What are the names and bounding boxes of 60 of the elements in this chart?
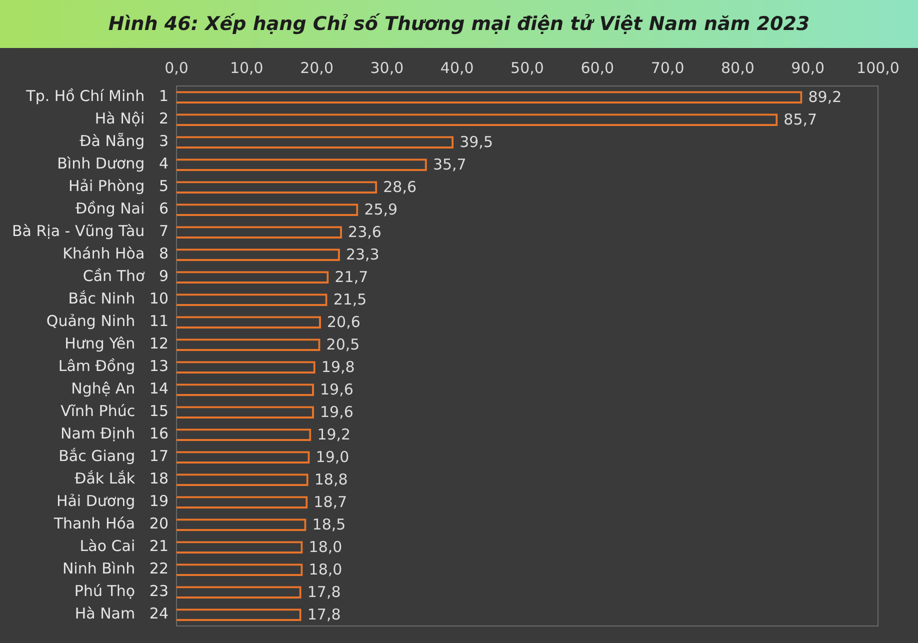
data-label: 18,0 xyxy=(308,560,342,579)
data-label: 35,7 xyxy=(432,156,466,174)
y-tick-label: Bắc Giang 17 xyxy=(58,447,169,466)
y-tick-label: Đắk Lắk 18 xyxy=(74,470,169,488)
data-label: 18,0 xyxy=(308,538,342,556)
data-label: 19,6 xyxy=(320,403,354,422)
x-tick-label: 0,0 xyxy=(164,58,188,77)
y-tick-label: Bà Rịa - Vũng Tàu 7 xyxy=(12,222,169,240)
y-tick-label: Đồng Nai 6 xyxy=(75,200,169,218)
x-tick-label: 80,0 xyxy=(721,58,754,77)
x-tick-label: 20,0 xyxy=(300,58,334,77)
x-tick-label: 40,0 xyxy=(440,58,474,77)
data-label: 19,8 xyxy=(321,358,355,376)
x-tick-label: 50,0 xyxy=(510,58,544,77)
data-label: 19,0 xyxy=(316,448,350,466)
data-label: 18,5 xyxy=(312,516,346,534)
x-tick-label: 100,0 xyxy=(856,58,900,77)
x-tick-label: 60,0 xyxy=(580,58,614,77)
data-label: 89,2 xyxy=(808,88,842,106)
data-label: 20,6 xyxy=(327,313,360,332)
y-tick-label: Tp. Hồ Chí Minh 1 xyxy=(25,87,169,106)
data-label: 23,3 xyxy=(346,246,380,264)
y-tick-label: Hải Dương 19 xyxy=(56,492,169,510)
x-tick-label: 10,0 xyxy=(230,58,264,77)
y-tick-label: Phú Thọ 23 xyxy=(74,582,169,600)
data-label: 25,9 xyxy=(364,200,398,219)
y-tick-label: Ninh Bình 22 xyxy=(62,560,169,578)
data-label: 23,6 xyxy=(348,223,382,242)
y-tick-label: Hải Phòng 5 xyxy=(68,177,169,196)
y-tick-label: Thanh Hóa 20 xyxy=(52,514,169,533)
data-label: 28,6 xyxy=(383,178,417,196)
data-label: 19,6 xyxy=(320,380,354,399)
x-tick-label: 90,0 xyxy=(791,58,825,77)
chart-title: Hình 46: Xếp hạng Chỉ số Thương mại điện tử Việt Nam năm 2023 xyxy=(0,0,918,48)
y-tick-label: Hưng Yên 12 xyxy=(64,334,169,353)
data-label: 21,5 xyxy=(333,290,367,309)
y-tick-label: Bắc Ninh 10 xyxy=(68,290,169,308)
y-tick-label: Cần Thơ 9 xyxy=(82,267,169,286)
y-tick-label: Đà Nẵng 3 xyxy=(80,132,169,150)
y-tick-label: Bình Dương 4 xyxy=(57,154,169,173)
y-tick-label: Lâm Đồng 13 xyxy=(58,357,169,376)
data-label: 85,7 xyxy=(784,110,818,129)
x-tick-label: 30,0 xyxy=(370,58,404,77)
y-tick-label: Quảng Ninh 11 xyxy=(46,312,169,330)
y-tick-label: Vĩnh Phúc 15 xyxy=(60,402,169,420)
y-tick-label: Hà Nội 2 xyxy=(94,110,169,128)
data-label: 20,5 xyxy=(326,336,360,354)
data-label: 17,8 xyxy=(307,606,341,624)
y-tick-label: Khánh Hòa 8 xyxy=(62,244,169,263)
data-label: 18,8 xyxy=(314,470,348,489)
y-tick-label: Nam Định 16 xyxy=(60,424,169,443)
y-tick-label: Lào Cai 21 xyxy=(80,537,169,556)
y-tick-label: Nghệ An 14 xyxy=(71,380,169,398)
data-label: 39,5 xyxy=(460,133,493,152)
y-tick-label: Hà Nam 24 xyxy=(74,604,169,623)
x-tick-label: 70,0 xyxy=(650,58,684,77)
data-label: 21,7 xyxy=(334,268,368,286)
data-label: 17,8 xyxy=(307,583,341,602)
data-label: 19,2 xyxy=(317,426,351,444)
data-label: 18,7 xyxy=(314,493,348,512)
